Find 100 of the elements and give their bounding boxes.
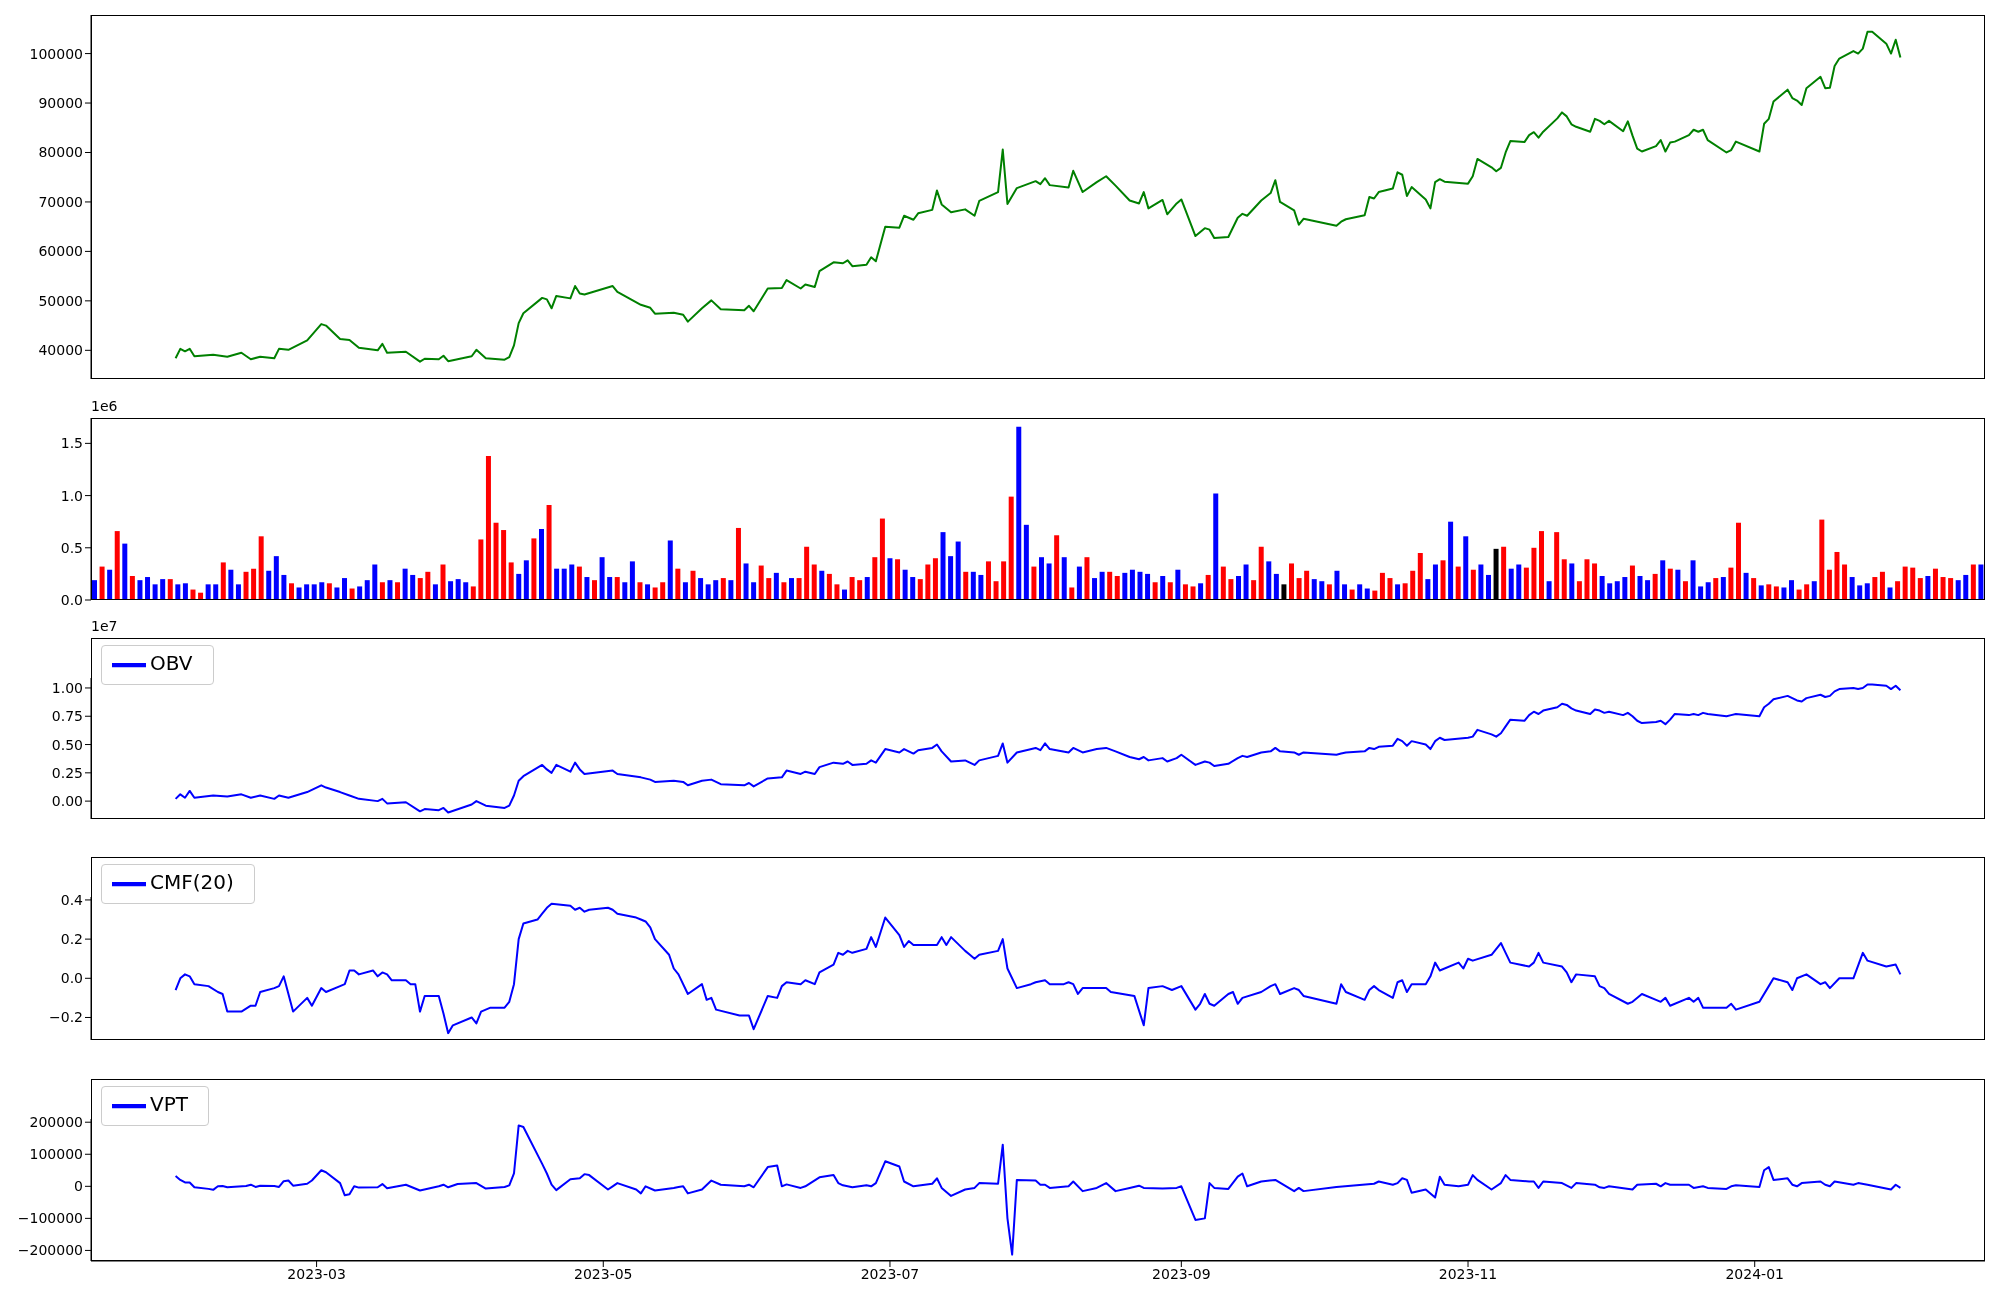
- y-tick-label: 50000: [38, 292, 83, 309]
- bar: [1175, 569, 1181, 600]
- bar: [1758, 585, 1764, 600]
- y-tick-label: 1.5: [60, 435, 83, 452]
- bar: [463, 582, 469, 600]
- bar: [364, 580, 370, 600]
- bar: [1682, 581, 1688, 600]
- bar: [1584, 559, 1590, 600]
- bar: [1455, 566, 1461, 600]
- y-tick-label: 0.00: [51, 793, 83, 810]
- bar: [175, 584, 181, 600]
- y-tick-label: 1.00: [51, 679, 83, 696]
- bar: [485, 455, 491, 600]
- bar: [1167, 582, 1173, 600]
- bar: [796, 578, 802, 600]
- y-tick-label: 100000: [29, 45, 83, 62]
- text: 1e6: [91, 398, 118, 414]
- bar: [811, 564, 817, 600]
- bar: [531, 538, 537, 600]
- bar: [1940, 577, 1946, 600]
- bar: [1766, 584, 1772, 600]
- bar: [243, 571, 249, 600]
- bar: [705, 584, 711, 600]
- bar: [395, 582, 401, 600]
- bar: [1879, 571, 1885, 600]
- bar: [304, 584, 310, 600]
- bar: [1592, 563, 1598, 600]
- bar: [788, 578, 794, 600]
- bar: [326, 583, 332, 600]
- bar: [849, 577, 855, 600]
- y-tick-label: 1.0: [60, 487, 83, 504]
- y-tick-label: 0.4: [60, 891, 84, 908]
- bar: [1084, 557, 1090, 600]
- bar: [1478, 564, 1484, 600]
- bar: [1485, 574, 1491, 600]
- bar: [1826, 569, 1832, 600]
- x-tick-label: 2024-01: [1725, 1265, 1784, 1282]
- bar: [129, 575, 135, 600]
- bar: [1054, 535, 1060, 600]
- bar: [660, 582, 666, 600]
- bar: [1266, 561, 1272, 600]
- bar: [1311, 579, 1317, 600]
- bar: [114, 531, 120, 600]
- bar: [546, 504, 552, 600]
- y-tick-label: 0.0: [60, 970, 83, 987]
- legend-label: VPT: [150, 1091, 188, 1116]
- bar: [516, 573, 522, 600]
- bar: [1213, 493, 1219, 600]
- y-tick-label: −200000: [17, 1242, 83, 1259]
- bar: [1258, 546, 1264, 600]
- bar: [1395, 584, 1401, 600]
- bar: [872, 557, 878, 600]
- bar: [1417, 553, 1423, 600]
- bar: [1675, 569, 1681, 600]
- bar: [107, 569, 113, 600]
- bar: [311, 584, 317, 600]
- bar: [1781, 587, 1787, 600]
- bar: [978, 574, 984, 600]
- bar: [1667, 568, 1673, 600]
- bar: [561, 568, 567, 600]
- bar: [1107, 571, 1113, 600]
- bar: [281, 574, 287, 600]
- bar: [1546, 581, 1552, 600]
- bar: [1735, 522, 1741, 600]
- bar: [1046, 563, 1052, 600]
- bar: [266, 570, 272, 600]
- bar: [948, 556, 954, 600]
- bar: [357, 586, 363, 600]
- y-tick-label: 90000: [38, 95, 83, 111]
- bar: [1076, 566, 1082, 600]
- legend-label: OBV: [150, 650, 193, 675]
- bar: [1917, 578, 1923, 600]
- bar: [834, 584, 840, 600]
- bar: [1508, 568, 1514, 600]
- bar: [1629, 565, 1635, 600]
- bar: [1137, 571, 1143, 600]
- bar: [137, 580, 143, 600]
- bar: [319, 582, 325, 600]
- bar: [92, 580, 97, 600]
- bar: [235, 584, 241, 600]
- y-tick-label: 0.50: [51, 736, 83, 753]
- bar: [1607, 583, 1613, 600]
- bar: [1743, 572, 1749, 600]
- bar: [1092, 578, 1098, 600]
- bar: [804, 546, 810, 600]
- bar: [1379, 572, 1385, 600]
- bar: [470, 586, 476, 600]
- bar: [970, 571, 976, 600]
- bar: [1539, 531, 1545, 600]
- bar: [584, 577, 590, 600]
- bar: [743, 563, 749, 600]
- bar: [334, 587, 340, 600]
- x-tick-label: 2023-07: [860, 1265, 920, 1282]
- bar: [167, 579, 173, 600]
- bar: [720, 578, 726, 600]
- bar: [713, 580, 719, 600]
- bar: [1289, 563, 1295, 600]
- legend-label: CMF(20): [150, 869, 234, 894]
- bar: [1789, 580, 1795, 600]
- bar: [1713, 578, 1719, 600]
